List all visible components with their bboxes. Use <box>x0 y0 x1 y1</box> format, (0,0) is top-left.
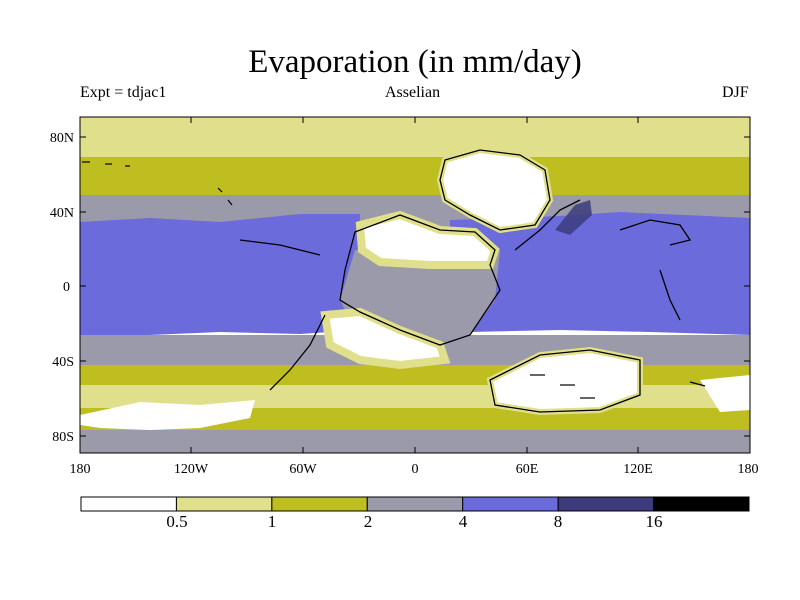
lat-label-80s: 80S <box>52 430 74 445</box>
lat-label-40s: 40S <box>52 355 74 370</box>
colorbar-swatch-6 <box>653 496 750 512</box>
lon-label-120w: 120W <box>174 462 209 477</box>
coastlines <box>239 149 692 413</box>
evaporation-field <box>80 117 750 453</box>
band-tropical-ocean <box>80 212 750 335</box>
map-title: Evaporation (in mm/day) <box>248 44 582 80</box>
colorbar-label-8: 8 <box>554 512 563 531</box>
season-label: DJF <box>722 84 749 101</box>
band-polar-north <box>80 117 750 157</box>
lat-label-80n: 80N <box>50 131 74 146</box>
colorbar-label-2: 2 <box>364 512 373 531</box>
longitude-ticks <box>79 117 751 453</box>
lon-label-60w: 60W <box>289 462 317 477</box>
band-southern-olive <box>80 365 750 387</box>
lat-label-40n: 40N <box>50 206 74 221</box>
lon-label-180-west: 180 <box>70 462 91 477</box>
stage-label: Asselian <box>385 84 441 101</box>
latitude-ticks <box>80 136 750 437</box>
colorbar-swatch-2 <box>271 496 368 512</box>
experiment-label: Expt = tdjac1 <box>80 84 167 101</box>
colorbar-swatch-4 <box>462 496 559 512</box>
band-subpolar-north <box>80 157 750 197</box>
lon-label-120e: 120E <box>623 462 653 477</box>
southern-white-patch-right <box>700 375 750 412</box>
colorbar-swatch-1 <box>175 496 273 512</box>
colorbar-label-0-5: 0.5 <box>166 512 187 531</box>
high-evaporation-streak <box>555 200 592 235</box>
colorbar-swatch-5 <box>557 496 655 512</box>
island-dashes <box>82 161 706 399</box>
lat-label-0: 0 <box>63 280 70 295</box>
lon-label-0: 0 <box>412 462 419 477</box>
colorbar-label-1: 1 <box>268 512 277 531</box>
lon-label-180-east: 180 <box>738 462 759 477</box>
southern-white-patch <box>80 400 255 430</box>
colorbar-label-16: 16 <box>646 512 663 531</box>
colorbar-swatch-3 <box>366 496 464 512</box>
colorbar-swatch-0 <box>80 496 177 512</box>
colorbar-label-4: 4 <box>459 512 468 531</box>
colorbar <box>80 496 750 512</box>
band-antarctic-gray <box>80 430 750 453</box>
lon-label-60e: 60E <box>516 462 539 477</box>
